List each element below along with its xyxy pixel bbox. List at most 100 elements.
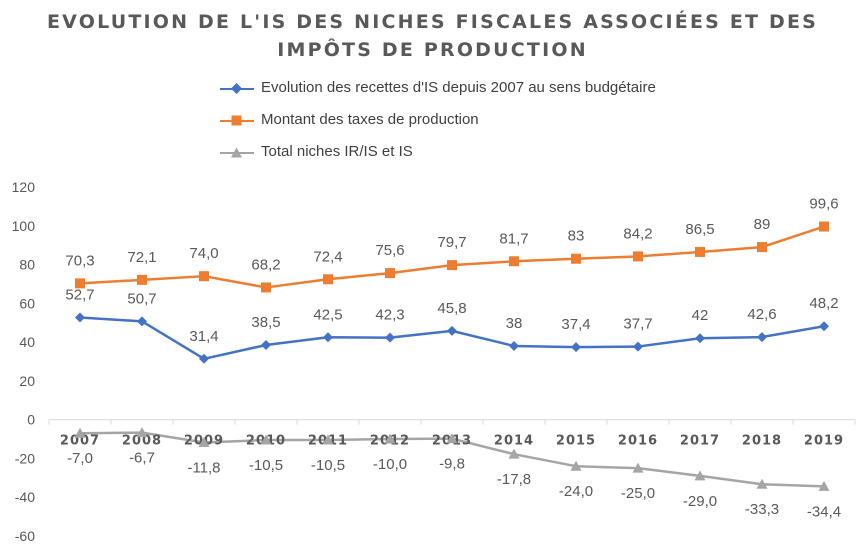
- data-point-marker: [757, 332, 767, 343]
- data-label: 42: [692, 307, 709, 324]
- chart-title-line-2: IMPÔTS DE PRODUCTION: [277, 39, 588, 61]
- data-label: -6,7: [129, 450, 155, 467]
- data-point-marker: [385, 268, 395, 279]
- data-point-marker: [695, 333, 705, 344]
- data-label: 79,7: [437, 234, 466, 251]
- data-point-marker: [198, 437, 210, 448]
- data-point-marker: [74, 427, 86, 438]
- data-label: -10,5: [311, 457, 345, 474]
- data-point-marker: [508, 448, 520, 459]
- x-tick-label: 2019: [804, 434, 844, 449]
- data-label: -9,8: [439, 456, 465, 473]
- data-point-marker: [570, 460, 582, 471]
- triangle-marker-icon: [231, 147, 242, 158]
- data-label: -34,4: [807, 503, 841, 520]
- data-label: 37,7: [623, 316, 652, 333]
- y-tick-label: 60: [19, 295, 35, 311]
- y-tick-label: -40: [15, 489, 35, 505]
- data-label: 42,3: [375, 307, 404, 324]
- data-label: -29,0: [683, 493, 717, 510]
- y-tick-label: 80: [19, 257, 35, 273]
- data-point-marker: [199, 271, 209, 282]
- data-point-marker: [447, 260, 457, 271]
- data-point-marker: [136, 427, 148, 438]
- data-point-marker: [261, 340, 271, 351]
- data-point-marker: [384, 433, 396, 444]
- data-point-marker: [694, 470, 706, 481]
- data-label: 70,3: [65, 252, 94, 269]
- data-label: 45,8: [437, 300, 466, 317]
- data-label: 83: [568, 228, 585, 245]
- data-point-marker: [323, 332, 333, 343]
- data-point-marker: [446, 433, 458, 444]
- y-tick-label: 100: [12, 218, 36, 234]
- data-label: 72,4: [313, 248, 342, 265]
- data-point-marker: [633, 341, 643, 352]
- data-label: -17,8: [497, 471, 531, 488]
- y-tick-label: 40: [19, 334, 35, 350]
- data-label: 38,5: [251, 314, 280, 331]
- y-tick-label: 120: [12, 179, 36, 195]
- data-label: 84,2: [623, 225, 652, 242]
- data-label: -25,0: [621, 485, 655, 502]
- y-tick-label: 20: [19, 373, 35, 389]
- x-tick-label: 2016: [618, 434, 658, 449]
- data-label: 81,7: [499, 230, 528, 247]
- data-label: 42,6: [747, 306, 776, 323]
- data-point-marker: [632, 462, 644, 473]
- data-label: 75,6: [375, 242, 404, 259]
- data-point-marker: [571, 342, 581, 353]
- data-point-marker: [818, 480, 830, 491]
- data-point-marker: [509, 340, 519, 351]
- chart-title-line-1: EVOLUTION DE L'IS DES NICHES FISCALES AS…: [46, 11, 819, 33]
- data-label: 42,5: [313, 306, 342, 323]
- data-point-marker: [819, 321, 829, 332]
- data-point-marker: [75, 312, 85, 323]
- data-label: 52,7: [65, 286, 94, 303]
- data-label: 50,7: [127, 290, 156, 307]
- data-label: 48,2: [809, 295, 838, 312]
- data-point-marker: [695, 246, 705, 257]
- square-marker-icon: [231, 115, 242, 126]
- chart-title: EVOLUTION DE L'IS DES NICHES FISCALES AS…: [0, 8, 865, 64]
- data-label: -33,3: [745, 501, 779, 518]
- data-point-marker: [756, 478, 768, 489]
- data-label: -10,5: [249, 457, 283, 474]
- data-label: 99,6: [809, 196, 838, 213]
- x-tick-label: 2018: [742, 434, 782, 449]
- data-point-marker: [819, 221, 829, 232]
- legend-label-production-taxes: Montant des taxes de production: [261, 111, 479, 128]
- data-label: 89: [754, 216, 771, 233]
- data-point-marker: [633, 251, 643, 262]
- x-tick-label: 2017: [680, 434, 720, 449]
- data-point-marker: [199, 353, 209, 364]
- x-tick-label: 2007: [60, 434, 100, 449]
- legend-label-tax-niches: Total niches IR/IS et IS: [261, 143, 413, 160]
- y-tick-label: 0: [27, 412, 35, 428]
- data-point-marker: [757, 242, 767, 253]
- data-point-marker: [447, 325, 457, 336]
- data-point-marker: [260, 434, 272, 445]
- data-label: -10,0: [373, 456, 407, 473]
- data-label: 38: [506, 315, 523, 332]
- data-label: -24,0: [559, 483, 593, 500]
- data-point-marker: [571, 253, 581, 264]
- diamond-marker-icon: [231, 83, 242, 94]
- data-label: 68,2: [251, 256, 280, 273]
- y-tick-label: -20: [15, 450, 35, 466]
- data-label: -11,8: [187, 460, 220, 477]
- x-tick-label: 2014: [494, 434, 534, 449]
- data-point-marker: [261, 282, 271, 293]
- data-point-marker: [75, 278, 85, 289]
- data-point-marker: [385, 332, 395, 343]
- data-label: -7,0: [67, 450, 93, 467]
- data-point-marker: [137, 316, 147, 327]
- x-tick-label: 2008: [122, 434, 162, 449]
- y-tick-label: -60: [15, 528, 35, 544]
- data-point-marker: [322, 434, 334, 445]
- data-label: 31,4: [189, 328, 218, 345]
- data-label: 74,0: [189, 245, 218, 262]
- data-point-marker: [509, 256, 519, 267]
- data-point-marker: [137, 274, 147, 285]
